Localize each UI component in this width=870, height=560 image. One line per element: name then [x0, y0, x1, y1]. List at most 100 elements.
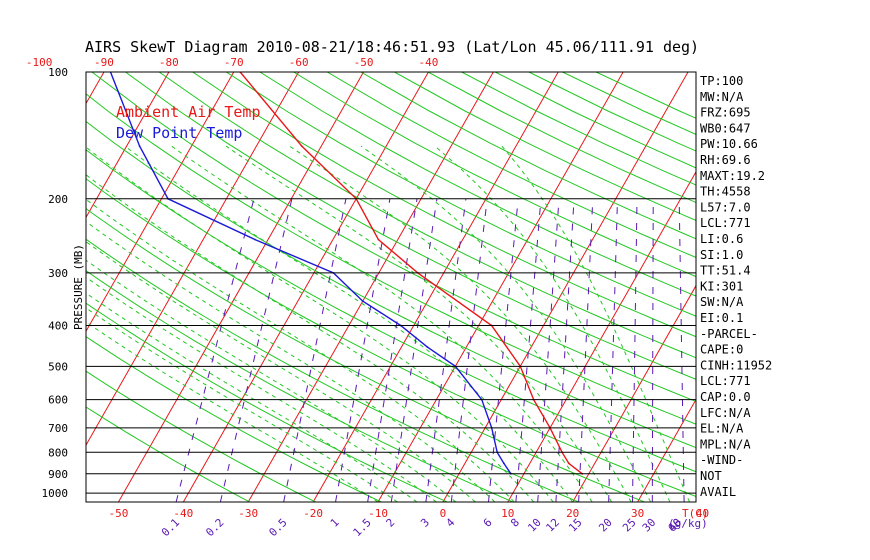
pressure-tick-label: 200	[48, 193, 68, 206]
dry-adiabat-line	[226, 72, 696, 317]
sounding-index: SI:1.0	[700, 248, 743, 262]
mixing-ratio-line	[515, 198, 542, 502]
sounding-index: EL:N/A	[700, 422, 744, 436]
sounding-index: -WIND-	[700, 453, 743, 467]
dry-adiabat-line	[86, 93, 696, 425]
dry-adiabat-line	[86, 336, 382, 502]
mixing-ratio-line	[488, 198, 519, 502]
ambient-temp-point	[300, 145, 303, 148]
top-temp-tick-label: -50	[354, 56, 374, 69]
mixing-ratio-tick-label: 1	[328, 516, 342, 530]
sounding-index: PW:10.66	[700, 137, 758, 151]
sounding-index: NOT	[700, 469, 722, 483]
sounding-index: CINH:11952	[700, 358, 772, 372]
sounding-index: LCL:771	[700, 374, 751, 388]
dew-point-point	[503, 462, 505, 465]
dry-adiabat-line	[192, 72, 696, 338]
mixing-ratio-line	[219, 198, 293, 502]
mixing-ratio-line	[537, 198, 560, 502]
dry-adiabat-line	[125, 72, 696, 380]
mixing-ratio-tick-label: 10	[525, 516, 544, 535]
mixing-ratio-tick-label: 3	[418, 516, 432, 530]
mixing-ratio-line	[425, 198, 467, 502]
bottom-temp-tick-label: 20	[566, 507, 579, 520]
isotherm-line	[767, 72, 870, 502]
dry-adiabat-line	[86, 178, 696, 498]
mixing-ratio-tick-label: 0.2	[203, 516, 226, 539]
pressure-tick-label: 800	[48, 446, 68, 459]
legend: Ambient Air Temp Dew Point Temp	[116, 103, 261, 142]
sounding-index: FRZ:695	[700, 106, 751, 120]
dry-adiabat-line	[461, 72, 696, 186]
sounding-index: CAPE:0	[700, 343, 743, 357]
chart-title: AIRS SkewT Diagram 2010-08-21/18:46:51.9…	[85, 38, 699, 56]
mixing-ratio-line	[367, 198, 418, 502]
bottom-temp-tick-label: 0	[440, 507, 447, 520]
dry-adiabat-line	[158, 72, 696, 359]
mixing-ratio-line	[608, 198, 618, 502]
ambient-temp-point	[377, 238, 380, 241]
bottom-temp-tick-label: 40	[696, 507, 709, 520]
sounding-index: TP:100	[700, 74, 743, 88]
sounding-index: L57:7.0	[700, 200, 751, 214]
isotherm-line	[377, 72, 624, 502]
sounding-index: EI:0.1	[700, 311, 743, 325]
isotherm-line	[118, 72, 364, 502]
mixing-ratio-line	[175, 198, 255, 502]
dry-adiabat-line	[86, 302, 448, 502]
isotherm-line	[312, 72, 559, 502]
sounding-index: MPL:N/A	[700, 437, 751, 451]
dry-adiabat-line	[326, 72, 696, 258]
mixing-ratio-line	[450, 198, 488, 502]
ambient-temp-point	[567, 462, 570, 465]
dry-adiabat-line	[259, 72, 696, 297]
legend-entry: Dew Point Temp	[116, 124, 242, 142]
sounding-index: -PARCEL-	[700, 327, 758, 341]
isotherm-line	[0, 72, 39, 502]
top-temp-tick-label: -40	[419, 56, 439, 69]
isotherm-line	[86, 72, 105, 105]
isotherm-line	[86, 72, 235, 333]
bottom-temp-tick-label: -50	[109, 507, 129, 520]
dry-adiabat-line	[86, 370, 316, 502]
mixing-ratio-unit-label: (g/kg)	[668, 517, 708, 530]
dew-point-line	[109, 72, 512, 475]
isotherm-line	[247, 72, 494, 502]
mixing-ratio-line	[390, 198, 438, 502]
pressure-tick-label: 500	[48, 360, 68, 373]
sounding-index: WB0:647	[700, 121, 751, 135]
mixing-ratio-line	[678, 198, 685, 502]
top-temp-tick-label: -60	[289, 56, 309, 69]
moist-adiabat-line	[86, 259, 457, 502]
mixing-ratio-line	[335, 198, 391, 502]
dry-adiabat-line	[91, 72, 696, 402]
sounding-index: CAP:0.0	[700, 390, 751, 404]
sounding-index: LFC:N/A	[700, 406, 751, 420]
sounding-index: MAXT:19.2	[700, 169, 765, 183]
dew-point-point	[361, 300, 364, 302]
mixing-ratio-tick-label: 6	[481, 516, 495, 530]
top-temp-tick-label: -80	[159, 56, 179, 69]
isotherm-line	[182, 72, 429, 502]
dry-adiabat-line	[293, 72, 696, 278]
isotherm-line	[507, 170, 696, 502]
pressure-tick-label: 700	[48, 422, 68, 435]
mixing-ratio-tick-label: 12	[543, 516, 562, 535]
temp-unit-label: T(C)	[682, 507, 709, 520]
mixing-ratio-line	[651, 198, 654, 502]
isotherm-line	[86, 72, 170, 219]
moist-adiabat-line	[501, 145, 690, 502]
pressure-tick-label: 400	[48, 320, 68, 333]
sounding-index: LCL:771	[700, 216, 751, 230]
pressure-tick-label: 600	[48, 394, 68, 407]
isotherm-line	[572, 284, 696, 502]
mixing-ratio-tick-label: 4	[444, 516, 458, 530]
plot-border	[85, 71, 697, 503]
bottom-temp-tick-label: -20	[303, 507, 323, 520]
dry-adiabat-line	[86, 270, 514, 502]
sounding-index: SW:N/A	[700, 295, 744, 309]
mixing-ratio-tick-label: 20	[596, 516, 615, 535]
sounding-index: LI:0.6	[700, 232, 743, 246]
